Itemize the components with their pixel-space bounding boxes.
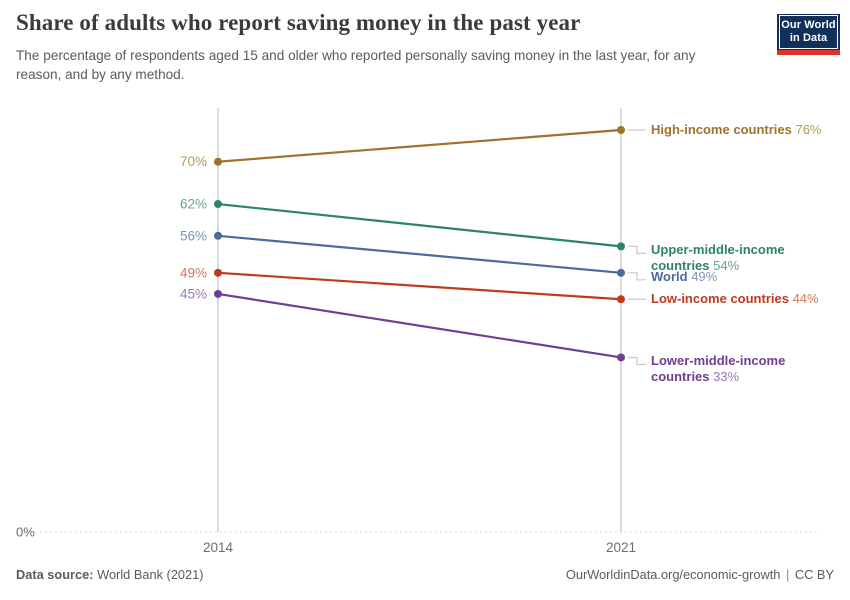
attribution: OurWorldinData.org/economic-growth | CC … [566, 567, 834, 582]
data-source: Data source: World Bank (2021) [16, 567, 204, 582]
label-connector-lower-middle-income [628, 356, 646, 366]
series-end-value: 33% [713, 369, 740, 385]
data-point-high-income-start[interactable] [214, 157, 222, 166]
data-point-lower-middle-income-start[interactable] [214, 289, 222, 298]
label-connector-world [628, 272, 646, 281]
data-point-upper-middle-income-end[interactable] [617, 242, 625, 251]
attribution-separator: | [786, 567, 790, 582]
y-tick-zero: 0% [16, 525, 35, 540]
series-label-high-income[interactable]: High-income countries 76% [651, 122, 822, 138]
data-point-world-start[interactable] [214, 231, 222, 240]
series-label-world[interactable]: World 49% [651, 269, 717, 285]
start-value-label-world: 56% [180, 228, 207, 243]
owid-url-link[interactable]: OurWorldinData.org/economic-growth [565, 567, 781, 582]
series-end-value: 76% [795, 121, 822, 137]
series-label-upper-middle-income[interactable]: Upper-middle-income countries 54% [651, 242, 841, 274]
series-name: Low-income countries [651, 291, 793, 307]
series-name: World [651, 268, 692, 284]
owid-logo-text: Our World in Data [779, 15, 838, 49]
series-label-lower-middle-income[interactable]: Lower-middle-income countries 33% [651, 353, 841, 385]
start-value-label-lower-middle-income: 45% [180, 286, 207, 301]
owid-logo-box: Our World in Data [777, 14, 840, 50]
start-value-label-upper-middle-income: 62% [180, 197, 207, 212]
data-source-label: Data source: [16, 567, 94, 582]
series-label-low-income[interactable]: Low-income countries 44% [651, 291, 819, 307]
data-point-low-income-end[interactable] [617, 295, 625, 304]
x-tick-2014: 2014 [203, 540, 234, 555]
series-line-lower-middle-income[interactable] [217, 292, 622, 359]
owid-logo[interactable]: Our World in Data [777, 14, 840, 55]
license-link[interactable]: CC BY [794, 567, 834, 582]
owid-logo-line2: in Data [789, 32, 828, 44]
start-value-label-low-income: 49% [180, 265, 207, 280]
series-end-value: 49% [691, 268, 718, 284]
series-line-high-income[interactable] [217, 128, 622, 163]
chart-subtitle: The percentage of respondents aged 15 an… [16, 48, 696, 83]
series-line-low-income[interactable] [217, 271, 622, 301]
series-name: High-income countries [651, 121, 796, 137]
series-line-upper-middle-income[interactable] [217, 202, 622, 248]
owid-logo-line1: Our World [781, 19, 836, 32]
chart-footer: Data source: World Bank (2021) OurWorldi… [16, 567, 834, 582]
x-tick-2021: 2021 [606, 540, 636, 555]
data-source-value: World Bank (2021) [97, 567, 204, 582]
label-connector-upper-middle-income [628, 245, 646, 254]
series-end-value: 44% [792, 291, 819, 307]
data-point-lower-middle-income-end[interactable] [617, 353, 625, 362]
chart-header: Share of adults who report saving money … [16, 10, 834, 84]
data-point-world-end[interactable] [617, 268, 625, 277]
series-name: Lower-middle-income countries [651, 353, 786, 385]
page-title: Share of adults who report saving money … [16, 10, 581, 35]
owid-logo-stripe [777, 50, 840, 55]
data-point-upper-middle-income-start[interactable] [214, 200, 222, 209]
series-end-value: 54% [713, 258, 740, 274]
start-value-label-high-income: 70% [180, 154, 207, 169]
data-point-high-income-end[interactable] [617, 125, 625, 134]
series-line-world[interactable] [217, 234, 622, 274]
data-point-low-income-start[interactable] [214, 268, 222, 277]
series-name: Upper-middle-income countries [651, 242, 785, 274]
